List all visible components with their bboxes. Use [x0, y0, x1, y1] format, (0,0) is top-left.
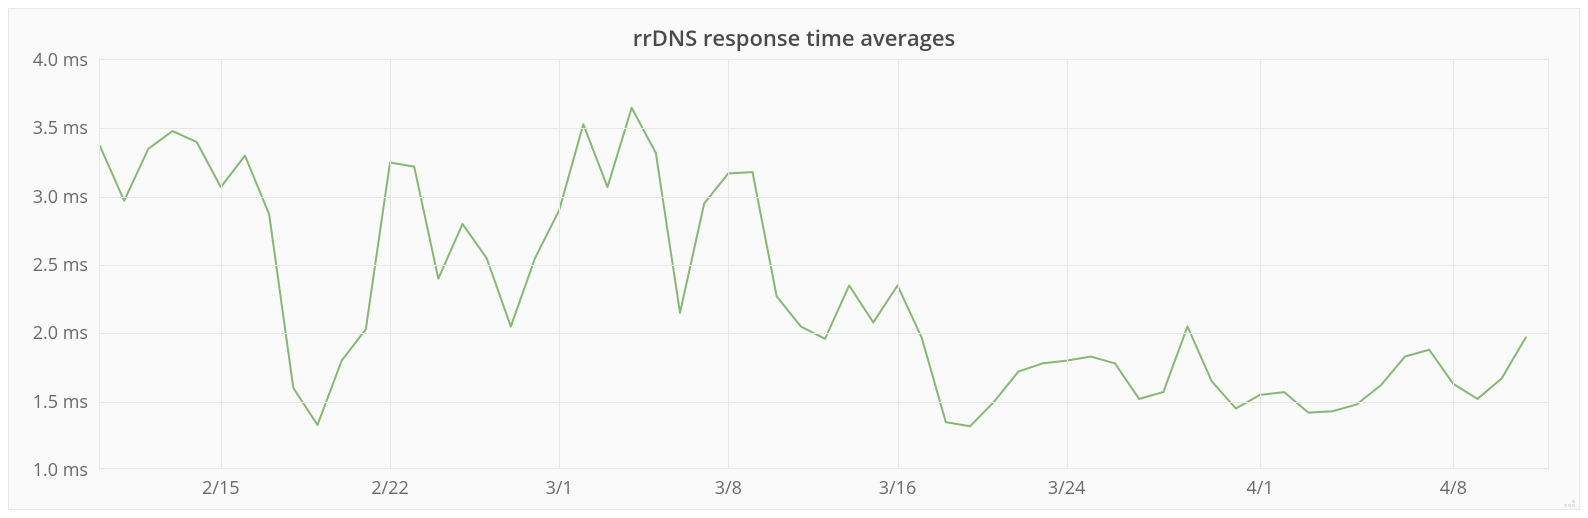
plot-area: 1.0 ms1.5 ms2.0 ms2.5 ms3.0 ms3.5 ms4.0 … — [99, 59, 1549, 469]
grid-line-v — [1260, 60, 1261, 468]
y-tick-label: 4.0 ms — [33, 48, 100, 72]
grid-line-v — [728, 60, 729, 468]
x-tick-label: 3/8 — [715, 468, 742, 500]
watermark-icon — [1561, 497, 1575, 507]
grid-line-v — [221, 60, 222, 468]
grid-line-v — [1453, 60, 1454, 468]
series-line — [100, 108, 1526, 426]
x-tick-label: 2/15 — [202, 468, 239, 500]
grid-line-v — [1067, 60, 1068, 468]
grid-line-h — [100, 402, 1548, 403]
plot-wrap: 1.0 ms1.5 ms2.0 ms2.5 ms3.0 ms3.5 ms4.0 … — [9, 59, 1579, 509]
x-tick-label: 3/16 — [879, 468, 916, 500]
grid-line-h — [100, 197, 1548, 198]
y-tick-label: 1.0 ms — [33, 458, 100, 482]
grid-line-v — [390, 60, 391, 468]
x-tick-label: 3/1 — [546, 468, 573, 500]
y-tick-label: 2.5 ms — [33, 253, 100, 277]
grid-line-h — [100, 265, 1548, 266]
y-tick-label: 2.0 ms — [33, 321, 100, 345]
grid-line-v — [898, 60, 899, 468]
y-tick-label: 3.0 ms — [33, 185, 100, 209]
y-tick-label: 3.5 ms — [33, 116, 100, 140]
y-tick-label: 1.5 ms — [33, 390, 100, 414]
chart-title: rrDNS response time averages — [9, 17, 1579, 59]
x-tick-label: 3/24 — [1048, 468, 1085, 500]
x-tick-label: 4/1 — [1246, 468, 1273, 500]
grid-line-h — [100, 128, 1548, 129]
x-tick-label: 2/22 — [371, 468, 408, 500]
grid-line-h — [100, 333, 1548, 334]
chart-card: rrDNS response time averages 1.0 ms1.5 m… — [8, 8, 1580, 510]
x-tick-label: 4/8 — [1440, 468, 1467, 500]
grid-line-v — [559, 60, 560, 468]
